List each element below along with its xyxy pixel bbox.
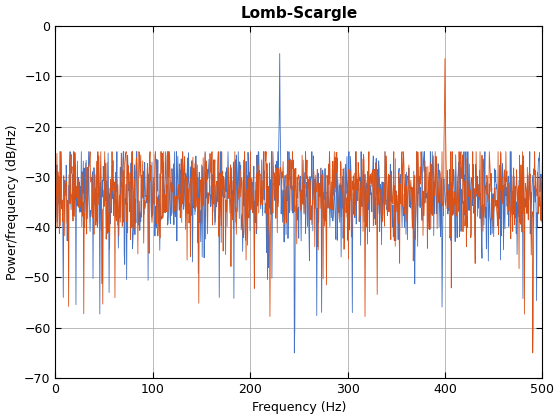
- Y-axis label: Power/frequency (dB/Hz): Power/frequency (dB/Hz): [6, 124, 18, 280]
- Title: Lomb-Scargle: Lomb-Scargle: [240, 5, 358, 21]
- X-axis label: Frequency (Hz): Frequency (Hz): [252, 402, 346, 415]
